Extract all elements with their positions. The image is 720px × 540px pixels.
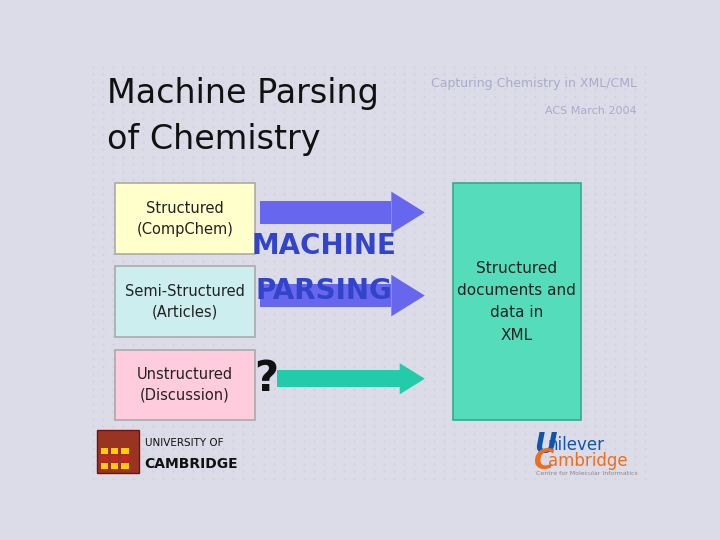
FancyBboxPatch shape xyxy=(101,456,109,461)
Text: Capturing Chemistry in XML/CML: Capturing Chemistry in XML/CML xyxy=(431,77,637,90)
Polygon shape xyxy=(260,201,392,224)
Polygon shape xyxy=(277,370,400,387)
Text: Semi-Structured
(Articles): Semi-Structured (Articles) xyxy=(125,284,245,320)
FancyBboxPatch shape xyxy=(121,448,128,454)
Polygon shape xyxy=(392,192,425,233)
Text: ?: ? xyxy=(253,357,278,400)
Text: ACS March 2004: ACS March 2004 xyxy=(545,106,637,117)
FancyBboxPatch shape xyxy=(97,430,138,473)
Text: Structured
documents and
data in
XML: Structured documents and data in XML xyxy=(457,261,576,342)
FancyBboxPatch shape xyxy=(115,266,255,337)
Text: Machine Parsing
of Chemistry: Machine Parsing of Chemistry xyxy=(107,77,379,156)
Text: U: U xyxy=(534,431,556,459)
Text: UNIVERSITY OF: UNIVERSITY OF xyxy=(145,438,223,448)
FancyBboxPatch shape xyxy=(453,183,581,420)
FancyBboxPatch shape xyxy=(121,463,128,469)
Text: CAMBRIDGE: CAMBRIDGE xyxy=(145,457,238,471)
FancyBboxPatch shape xyxy=(121,456,128,461)
FancyBboxPatch shape xyxy=(101,463,109,469)
FancyBboxPatch shape xyxy=(115,349,255,420)
FancyBboxPatch shape xyxy=(111,456,119,461)
FancyBboxPatch shape xyxy=(111,448,119,454)
FancyBboxPatch shape xyxy=(101,448,109,454)
Text: C: C xyxy=(534,447,554,475)
Polygon shape xyxy=(260,284,392,307)
Text: MACHINE: MACHINE xyxy=(252,232,397,260)
Text: Structured
(CompChem): Structured (CompChem) xyxy=(136,201,233,237)
Polygon shape xyxy=(392,275,425,316)
Polygon shape xyxy=(400,363,425,394)
FancyBboxPatch shape xyxy=(115,183,255,254)
Text: nilever: nilever xyxy=(547,436,605,454)
Text: ambridge: ambridge xyxy=(547,451,627,470)
Text: PARSING: PARSING xyxy=(256,278,392,306)
FancyBboxPatch shape xyxy=(111,463,119,469)
Text: Centre for Molecular Informatics: Centre for Molecular Informatics xyxy=(536,471,638,476)
Text: Unstructured
(Discussion): Unstructured (Discussion) xyxy=(137,367,233,403)
